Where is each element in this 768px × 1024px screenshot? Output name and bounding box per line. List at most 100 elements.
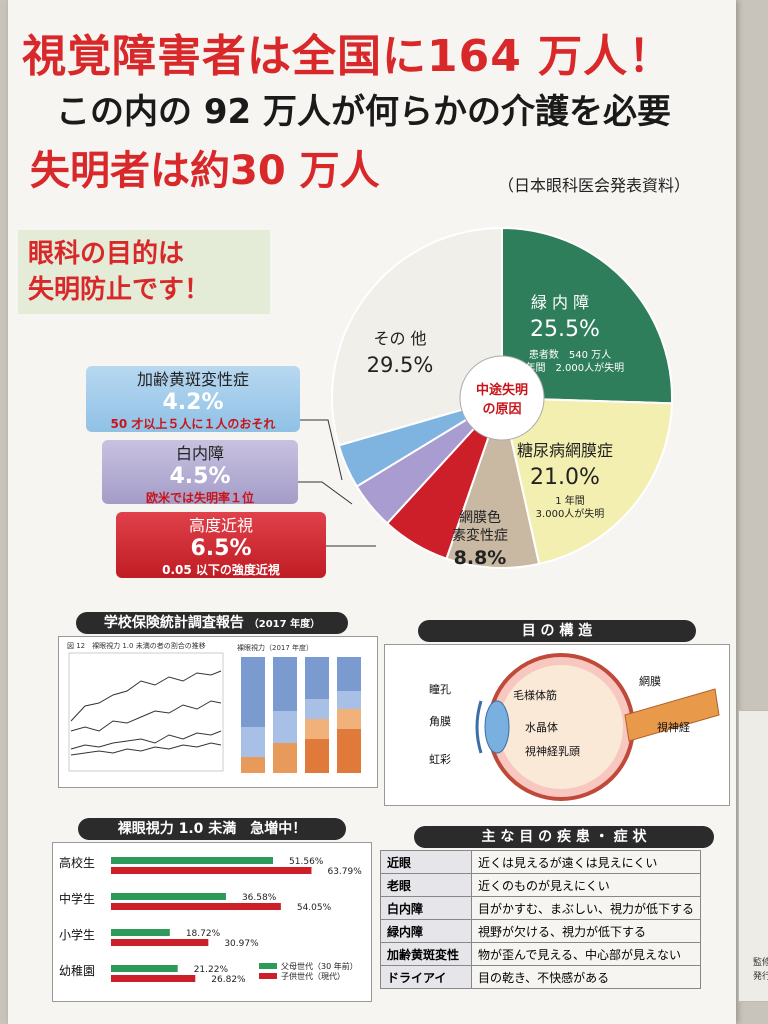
pie-slice-6: [331, 226, 503, 447]
headline-care: この内の 92 万人が何らかの介護を必要: [56, 92, 671, 132]
headline-total: 視覚障害者は全国に164 万人！: [22, 31, 674, 82]
legend-label-0: 父母世代（30 年前）: [281, 961, 358, 971]
callout-cataract-note: 欧米では失明率１位: [145, 491, 254, 505]
diseases-heading: 主 な 目 の 疾 患 ・ 症 状: [414, 826, 714, 848]
table-row: 加齢黄斑変性 物が歪んで見える、中心部が見えない: [380, 942, 702, 966]
label-other-name: その 他: [373, 329, 426, 348]
label-diabetic-note1: 1 年間: [555, 494, 585, 507]
eye-label-optic-nerve: 視神経: [657, 720, 690, 734]
eye-diagram: 瞳孔 角膜 虹彩 毛様体筋 水晶体 視神経乳頭 網膜 視神経: [429, 653, 720, 801]
label-retinitis-value: 8.8%: [454, 547, 507, 569]
bar-value-label: 51.56%: [289, 857, 324, 867]
eye-label-crystalline: 水晶体: [525, 720, 558, 734]
bar-child-0: [111, 867, 312, 874]
eye-interior: [499, 665, 623, 789]
legend-swatch-1: [259, 973, 277, 979]
survey-heading: 学校保険統計調査報告 （2017 年度）: [76, 612, 348, 634]
eye-label-optic-disc: 視神経乳頭: [525, 744, 580, 758]
optic-nerve-icon: [624, 688, 720, 742]
disease-desc: 物が歪んで見える、中心部が見えない: [470, 942, 702, 966]
label-diabetic-note2: 3.000人が失明: [536, 507, 605, 520]
label-glaucoma-note2: 1 年間 2.000人が失明: [516, 361, 624, 374]
label-glaucoma-note1: 患者数 540 万人: [529, 348, 611, 361]
legend-swatch-0: [259, 963, 277, 969]
survey-heading-title: 学校保険統計調査報告: [103, 615, 244, 631]
disease-desc: 目の乾き、不快感がある: [470, 965, 702, 989]
legend-label-1: 子供世代（現代）: [281, 971, 345, 981]
pie-center: [459, 355, 545, 441]
callout-myopia-note: 0.05 以下の強度近視: [162, 563, 280, 577]
disease-desc: 近くは見えるが遠くは見えにくい: [470, 850, 702, 874]
label-diabetic-name: 糖尿病網膜症: [517, 441, 613, 460]
bar-value-label: 30.97%: [224, 939, 259, 949]
callout-amd: 加齢黄斑変性症 4.2% 50 才以上５人に１人のおそれ: [86, 366, 300, 432]
pie-center-line-2: の原因: [482, 402, 521, 417]
eye-heading: 目 の 構 造: [418, 620, 696, 642]
stack-bar-4: [337, 657, 361, 773]
bar-category-label: 小学生: [59, 927, 95, 942]
eye-panel: 瞳孔 角膜 虹彩 毛様体筋 水晶体 視神経乳頭 網膜 視神経: [384, 644, 730, 806]
callout-cataract-name: 白内障: [175, 444, 224, 463]
callout-amd-name: 加齢黄斑変性症: [136, 370, 249, 389]
eye-label-cornea: 角膜: [429, 715, 451, 728]
bar-parent-2: [111, 929, 170, 936]
stack-bar-3: [305, 657, 329, 773]
label-retinitis-name-1: 網膜色: [459, 509, 501, 526]
eye-label-iris: 虹彩: [429, 753, 451, 766]
disease-name: 老眼: [380, 873, 472, 897]
disease-name: ドライアイ: [380, 965, 472, 989]
disease-name: 緑内障: [380, 919, 472, 943]
side-text-2: 発行: [753, 972, 768, 982]
table-row: 老眼 近くのものが見えにくい: [380, 873, 702, 897]
disease-desc: 近くのものが見えにくい: [470, 873, 702, 897]
table-row: 近眼 近くは見えるが遠くは見えにくい: [380, 850, 702, 874]
pie-chart: 中途失明 の原因 緑 内 障 25.5% 患者数 540 万人 1 年間 2.0…: [331, 226, 673, 569]
bar-child-1: [111, 903, 281, 910]
bar-value-label: 54.05%: [297, 903, 332, 913]
stack-bar-1: [241, 657, 265, 773]
callout-cataract: 白内障 4.5% 欧米では失明率１位: [102, 440, 298, 505]
bar-parent-3: [111, 965, 178, 972]
diseases-table: 近眼 近くは見えるが遠くは見えにくい 老眼 近くのものが見えにくい 白内障 目がかすむ…: [380, 850, 702, 989]
diseases-panel: 近眼 近くは見えるが遠くは見えにくい 老眼 近くのものが見えにくい 白内障 目がかすむ…: [380, 850, 720, 989]
bar-child-2: [111, 939, 209, 946]
stack-chart: [241, 657, 361, 773]
trend-line-2: [70, 700, 222, 732]
purpose-box: 眼科の目的は 失明防止です！: [18, 230, 270, 314]
callout-myopia-name: 高度近視: [188, 516, 253, 535]
eye-label-ciliary: 毛様体筋: [513, 688, 557, 702]
pie-slice-0: [501, 226, 673, 405]
purpose-line-2: 失明防止です！: [28, 275, 211, 305]
bar-value-label: 21.22%: [194, 965, 229, 975]
bar-child-3: [111, 975, 196, 982]
disease-name: 加齢黄斑変性: [380, 942, 472, 966]
callout-amd-value: 4.2%: [162, 390, 224, 415]
stack-bar-2: [273, 657, 297, 773]
survey-fig-title: 図 12 裸眼視力 1.0 未満の者の割合の推移: [67, 642, 206, 650]
bar-category-label: 中学生: [59, 891, 95, 906]
side-text-1: 監修: [753, 958, 768, 968]
bar-value-label: 36.58%: [242, 893, 277, 903]
callout-myopia: 高度近視 6.5% 0.05 以下の強度近視: [116, 512, 326, 578]
stack-chart-title: 裸眼視力（2017 年度）: [237, 644, 314, 652]
callout-myopia-value: 6.5%: [190, 536, 252, 561]
vision-heading: 裸眼視力 1.0 未満 急増中！: [78, 818, 346, 840]
label-other-value: 29.5%: [367, 353, 434, 377]
headline-blind: 失明者は約30 万人: [30, 148, 380, 194]
table-row: 緑内障 視野が欠ける、視力が低下する: [380, 919, 702, 943]
bar-category-label: 幼稚園: [59, 964, 95, 978]
disease-desc: 視野が欠ける、視力が低下する: [470, 919, 702, 943]
pie-slice-1: [500, 396, 673, 566]
callout-amd-note: 50 才以上５人に１人のおそれ: [110, 417, 276, 431]
label-glaucoma-value: 25.5%: [530, 317, 600, 342]
purpose-line-1: 眼科の目的は: [28, 239, 185, 269]
survey-panel: 図 12 裸眼視力 1.0 未満の者の割合の推移 裸眼視力（2017 年度）: [58, 636, 378, 788]
cornea-icon: [475, 700, 483, 754]
label-retinitis-name-2: 素変性症: [452, 527, 508, 544]
trend-line-3: [70, 730, 222, 750]
bar-parent-1: [111, 893, 226, 900]
bar-value-label: 26.82%: [211, 975, 246, 985]
label-diabetic-value: 21.0%: [530, 465, 600, 490]
eye-label-retina: 網膜: [639, 674, 661, 688]
source-note: （日本眼科医会発表資料）: [498, 176, 691, 195]
